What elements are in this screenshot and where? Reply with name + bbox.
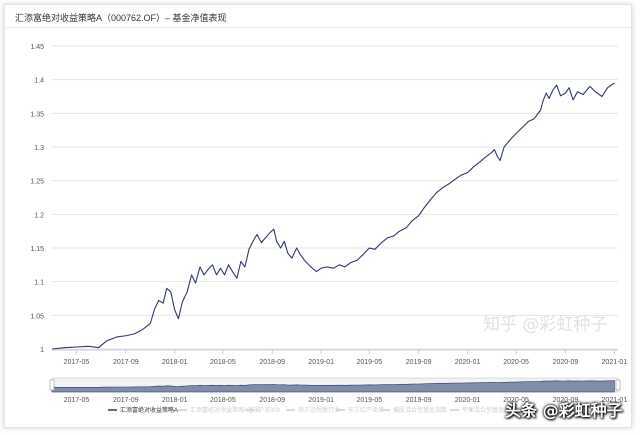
x-tick-label: 2020-01 — [455, 359, 481, 366]
y-tick-label: 1.15 — [30, 246, 44, 253]
y-tick-label: 1.4 — [34, 78, 44, 85]
navigator-area — [51, 380, 615, 393]
navigator-x-tick-label: 2018-09 — [259, 397, 285, 404]
x-tick-label: 2017-09 — [113, 359, 139, 366]
x-tick-label: 2017-05 — [64, 359, 90, 366]
legend-item-label: 汇添富绝对收益策略A — [120, 406, 178, 414]
legend-item-label: 沪深300 — [258, 406, 281, 414]
x-tick-label: 2019-05 — [356, 359, 382, 366]
navigator-handle-right — [615, 379, 621, 391]
grid-lines — [52, 45, 618, 351]
title-bar: 汇添富绝对收益策略A（000762.OF）– 基金净值表现 — [5, 5, 631, 28]
navigator-x-tick-label: 2018-01 — [162, 397, 188, 404]
navigator-handle-left — [49, 379, 55, 391]
y-tick-label: 1.45 — [30, 44, 44, 51]
navigator-x-tick-label: 2020-01 — [455, 397, 481, 404]
series-line-main-fund — [51, 82, 615, 350]
toutiao-watermark: 头条 @彩虹种子 — [505, 401, 623, 420]
chart-title: 汇添富绝对收益策略A（000762.OF）– 基金净值表现 — [15, 13, 227, 23]
navigator-x-tick-label: 2019-05 — [356, 397, 382, 404]
zhihu-watermark: 知乎 @彩虹种子 — [483, 315, 608, 335]
navigator-x-tick-label: 2019-09 — [406, 397, 432, 404]
x-tick-label: 2019-09 — [406, 359, 432, 366]
y-tick-label: 1 — [40, 347, 44, 354]
x-tick-label: 2018-05 — [210, 359, 236, 366]
chart-window: 汇添富绝对收益策略A（000762.OF）– 基金净值表现 — [4, 4, 632, 428]
legend-item-label: 汇添富绝对收益策略A基准 — [190, 406, 260, 414]
y-tick-label: 1.3 — [34, 145, 44, 152]
series-layer — [51, 82, 615, 350]
range-navigator[interactable] — [49, 377, 621, 393]
navigator-x-tick-label: 2019-01 — [308, 397, 334, 404]
navigator-x-ticks: 2017-05 2017-09 2018-01 2018-05 2018-09 2019-… — [64, 397, 628, 404]
y-tick-label: 1.25 — [30, 179, 44, 186]
x-tick-label: 2019-01 — [308, 359, 334, 366]
legend-item-label: 平衡混合型基金指数 — [462, 406, 516, 414]
legend-item-label: 南方远程债行业 — [298, 406, 340, 414]
navigator-x-tick-label: 2021-01 — [602, 397, 628, 404]
y-axis-ticks: 1 1.05 1.1 1.15 1.2 1.25 1.3 1.35 1.4 1.45 — [30, 44, 44, 354]
y-tick-label: 1.05 — [30, 313, 44, 320]
navigator-x-tick-label: 2018-05 — [210, 397, 236, 404]
navigator-x-tick-label: 2017-09 — [113, 397, 139, 404]
x-tick-label: 2018-01 — [162, 359, 188, 366]
x-tick-label: 2021-01 — [602, 359, 628, 366]
legend-item-label: 偏股混合型基金指数 — [393, 406, 447, 414]
x-tick-label: 2020-05 — [503, 359, 529, 366]
navigator-x-tick-label: 2020-09 — [553, 397, 579, 404]
legend-item-label: 东方红产业库 — [348, 406, 384, 414]
x-tick-label: 2020-09 — [553, 359, 579, 366]
y-tick-label: 1.1 — [34, 280, 44, 287]
navigator-x-tick-label: 2017-05 — [64, 397, 90, 404]
y-tick-label: 1.2 — [34, 212, 44, 219]
x-tick-label: 2018-09 — [259, 359, 285, 366]
x-axis-ticks: 2017-05 2017-09 2018-01 2018-05 2018-09 2019-… — [64, 350, 628, 366]
y-tick-label: 1.35 — [30, 111, 44, 118]
navigator-x-tick-label: 2020-05 — [503, 397, 529, 404]
